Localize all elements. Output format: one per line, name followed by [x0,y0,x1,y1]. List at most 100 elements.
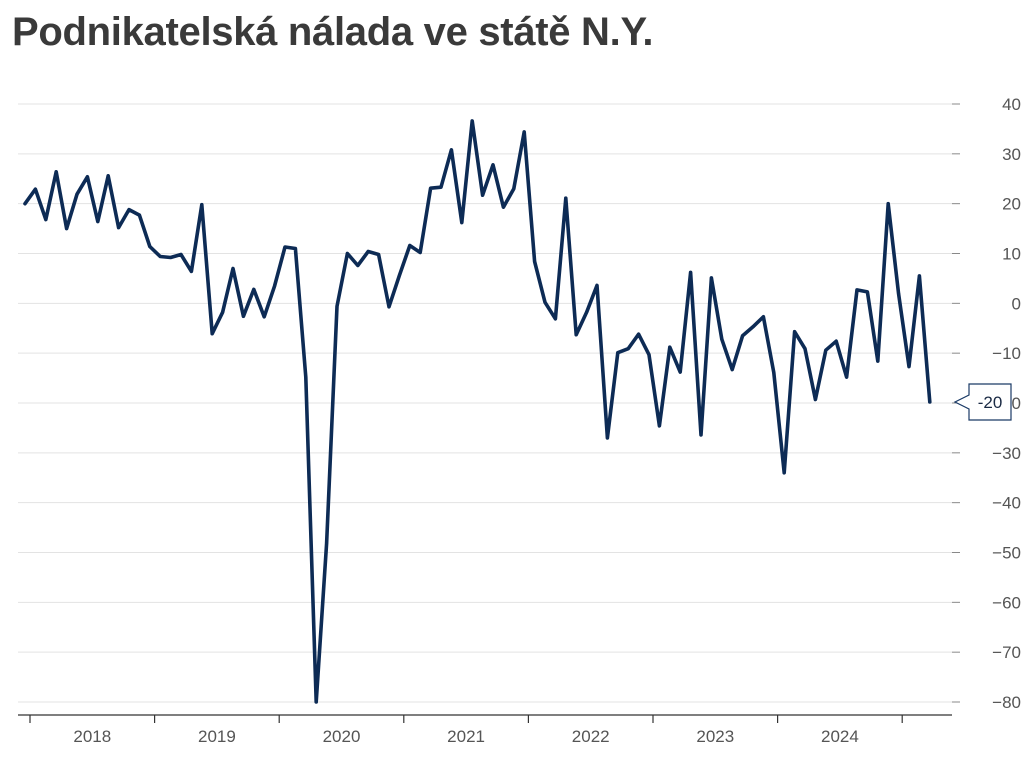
series-line [23,119,932,704]
data-point [44,218,48,222]
data-point [148,245,152,249]
data-point [657,424,661,428]
data-point [564,196,568,200]
data-point [179,252,183,256]
data-point [169,255,173,259]
data-point [231,266,235,270]
data-point [387,305,391,309]
data-point [824,348,828,352]
x-tick-label: 2020 [323,727,361,746]
y-tick-label: 30 [1002,145,1021,164]
data-point [283,245,287,249]
data-point [408,244,412,248]
data-point [761,315,765,319]
data-point [543,300,547,304]
data-point [356,263,360,267]
data-series [23,119,932,704]
data-point [522,130,526,134]
data-point [585,310,589,314]
data-point [501,205,505,209]
data-point [491,163,495,167]
data-point [782,471,786,475]
data-point [429,186,433,190]
data-point [241,314,245,318]
data-point [54,170,58,174]
chart-title: Podnikatelská nálada ve státě N.Y. [12,10,654,54]
callout-box [953,383,1012,421]
data-point [553,317,557,321]
data-point [605,436,609,440]
y-tick-label: −80 [992,693,1021,712]
data-point [377,252,381,256]
data-point [210,332,214,336]
x-tick-label: 2024 [821,727,859,746]
y-tick-label: 20 [1002,195,1021,214]
data-point [397,273,401,277]
data-point [709,276,713,280]
data-point [481,193,485,197]
data-point [96,220,100,224]
data-point [127,208,131,212]
y-tick-label: −30 [992,444,1021,463]
data-point [325,542,329,546]
data-point [262,315,266,319]
data-point [158,254,162,258]
data-point [699,433,703,437]
data-point [595,283,599,287]
data-point [813,398,817,402]
data-point [616,351,620,355]
data-point [907,365,911,369]
data-point [865,290,869,294]
data-point [678,370,682,374]
x-tick-label: 2018 [73,727,111,746]
data-point [304,375,308,379]
data-point [637,332,641,336]
data-point [85,175,89,179]
y-tick-label: 10 [1002,245,1021,264]
data-point [626,347,630,351]
data-point [460,221,464,225]
data-point [189,269,193,273]
data-point [65,227,69,231]
y-tick-label: −60 [992,593,1021,612]
y-tick-label: 0 [1012,294,1021,313]
data-point [137,213,141,217]
data-point [252,287,256,291]
y-tick-label: −10 [992,344,1021,363]
data-point [345,252,349,255]
data-point [75,192,79,196]
data-point [886,202,890,206]
x-tick-label: 2022 [572,727,610,746]
data-point [533,259,537,263]
y-tick-label: 40 [1002,95,1021,114]
data-point [772,371,776,375]
data-point [470,119,474,123]
data-point [293,247,297,251]
data-point [273,284,277,288]
data-point [834,339,838,343]
x-tick-label: 2023 [696,727,734,746]
gridlines [18,103,952,703]
x-tick-label: 2021 [447,727,485,746]
data-point [720,337,724,341]
data-point [647,353,651,357]
data-point [928,400,932,404]
data-point [33,187,37,191]
data-point [803,347,807,351]
data-point [449,148,453,152]
data-point [335,304,339,308]
x-axis: 2018 2019 2020 2021 2022 2023 2024 [18,714,952,746]
data-point [897,292,901,296]
data-point [200,203,204,207]
data-point [668,345,672,349]
data-point [917,274,921,278]
y-tick-label: −70 [992,643,1021,662]
data-point [439,185,443,189]
data-point [751,325,755,329]
data-point [730,368,734,372]
data-point [23,202,27,206]
data-point [117,226,121,230]
data-point [574,333,578,337]
y-tick-label: −40 [992,494,1021,513]
